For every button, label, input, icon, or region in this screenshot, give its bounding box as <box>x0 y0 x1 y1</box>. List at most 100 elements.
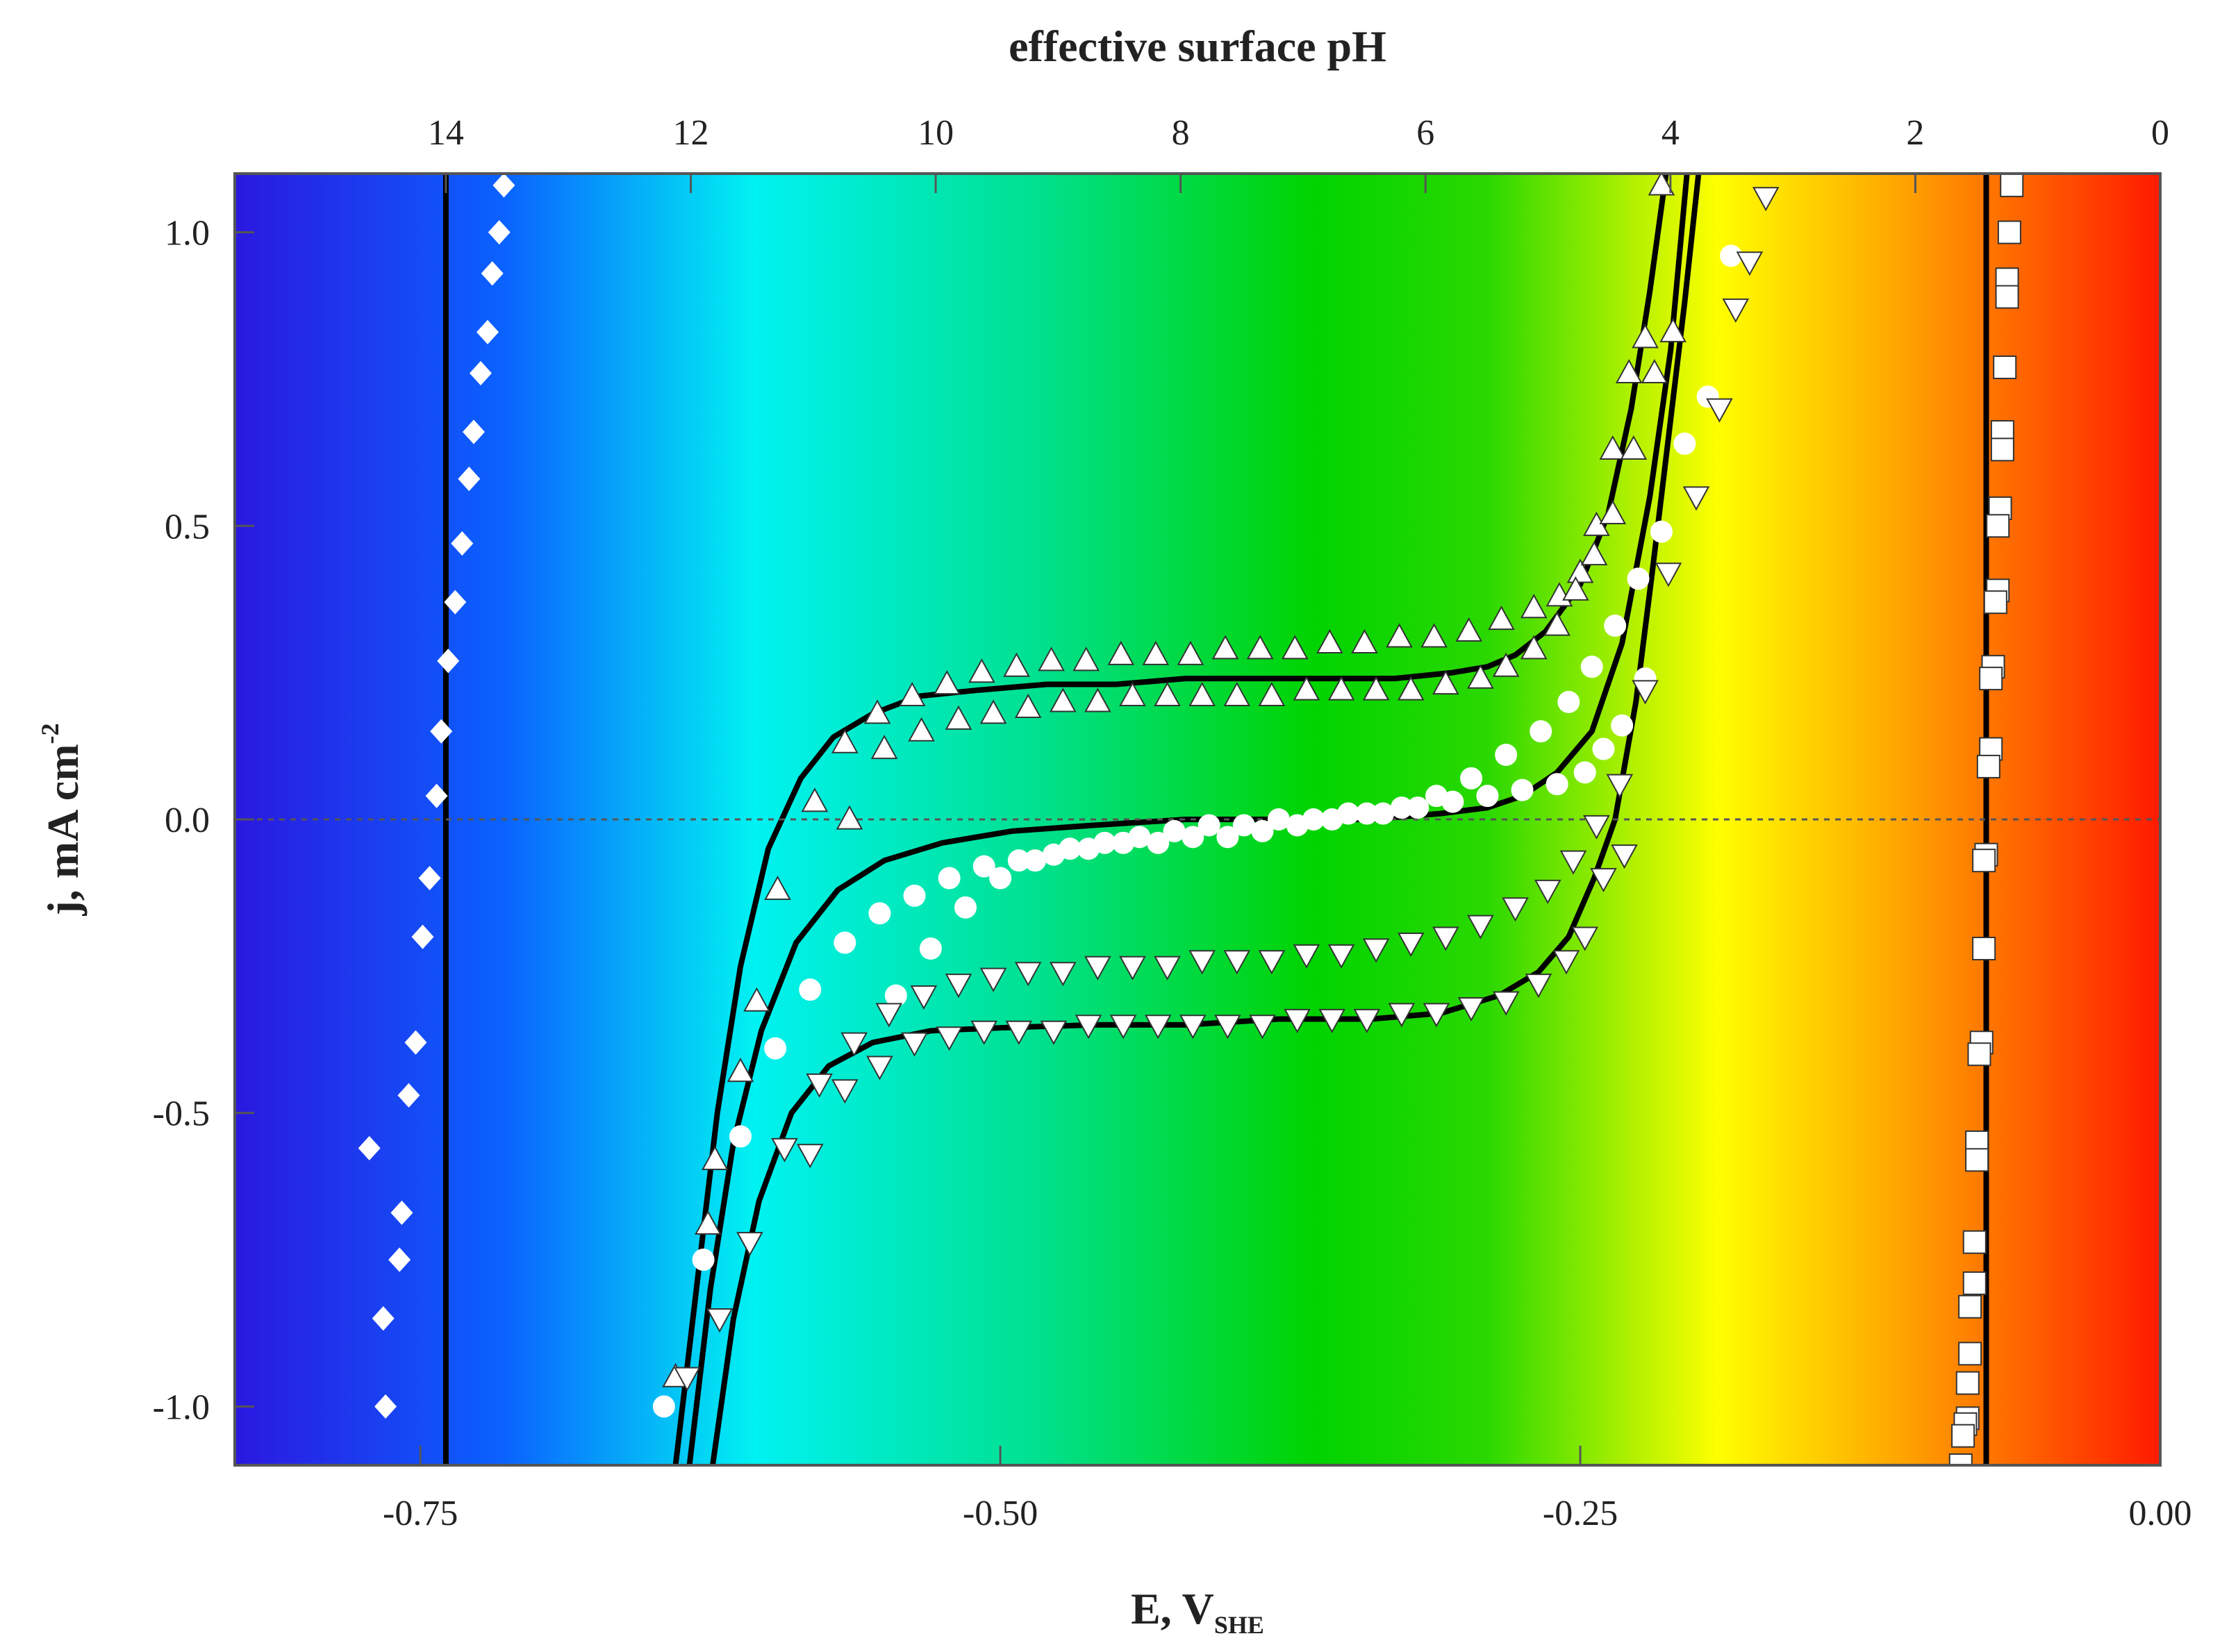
y-tick-label: -0.5 <box>153 1094 210 1134</box>
marker-square <box>1967 1042 1991 1067</box>
marker-circle <box>1611 714 1634 737</box>
marker-diamond <box>488 219 511 245</box>
marker-triangle-up <box>1281 635 1309 660</box>
marker-triangle-down <box>866 1056 893 1081</box>
marker-square <box>2000 174 2024 197</box>
marker-triangle-down <box>1492 991 1520 1016</box>
y-axis-title-main: j, mA cm <box>38 744 88 916</box>
y-tick-label: 0.5 <box>165 507 210 547</box>
marker-circle <box>729 1125 752 1148</box>
x-axis-title-subscript: SHE <box>1214 1611 1264 1639</box>
marker-triangle-up <box>1014 693 1042 718</box>
marker-triangle-up <box>934 670 961 695</box>
marker-circle <box>1007 849 1030 872</box>
marker-triangle-up <box>979 699 1007 724</box>
marker-triangle-down <box>1188 950 1216 975</box>
marker-triangle-up <box>1432 670 1459 695</box>
marker-square <box>1972 937 1996 960</box>
marker-diamond <box>418 865 441 891</box>
marker-square <box>1972 849 1996 873</box>
marker-triangle-up <box>1543 611 1570 636</box>
marker-triangle-up <box>1084 687 1111 712</box>
marker-triangle-down <box>1590 867 1617 893</box>
marker-triangle-up <box>1316 628 1343 653</box>
x-tick-label: -0.75 <box>383 1494 458 1533</box>
top-tick-label: 2 <box>1906 113 1924 153</box>
marker-square <box>1955 1371 1980 1395</box>
marker-circle <box>884 984 907 1007</box>
model-curve <box>672 174 1669 1465</box>
marker-triangle-down <box>1611 844 1638 869</box>
marker-circle <box>1545 773 1568 796</box>
marker-diamond <box>397 1083 420 1108</box>
marker-triangle-up <box>1620 435 1648 460</box>
top-tick-label: 6 <box>1416 113 1434 153</box>
marker-diamond <box>374 1394 397 1419</box>
top-tick-label: 4 <box>1661 113 1680 153</box>
marker-triangle-up <box>1455 617 1483 642</box>
marker-diamond <box>358 1135 381 1161</box>
marker-triangle-down <box>1109 1015 1137 1040</box>
marker-triangle-up <box>743 987 770 1012</box>
marker-diamond <box>388 1247 411 1272</box>
marker-triangle-up <box>1119 681 1146 707</box>
marker-diamond <box>462 419 485 444</box>
marker-circle <box>1673 432 1696 455</box>
marker-circle <box>1476 785 1499 808</box>
marker-triangle-up <box>1258 681 1286 707</box>
marker-circle <box>1604 615 1627 637</box>
marker-circle <box>1511 778 1534 801</box>
marker-circle <box>1650 520 1673 543</box>
marker-triangle-up <box>1520 635 1548 660</box>
marker-circle <box>938 867 961 890</box>
marker-triangle-up <box>1659 317 1686 342</box>
marker-circle <box>1182 826 1204 849</box>
top-tick-label: 10 <box>918 113 954 153</box>
marker-circle <box>1147 831 1170 854</box>
marker-triangle-down <box>1502 897 1529 922</box>
marker-square <box>1958 1294 1982 1319</box>
marker-triangle-up <box>1420 623 1448 648</box>
marker-diamond <box>372 1306 395 1331</box>
marker-circle <box>1337 802 1360 825</box>
marker-triangle-up <box>1362 676 1390 701</box>
marker-square <box>1990 437 2014 462</box>
marker-triangle-up <box>727 1058 754 1083</box>
marker-triangle-down <box>1388 1003 1416 1028</box>
marker-diamond <box>430 719 453 744</box>
marker-diamond <box>444 590 467 615</box>
data-markers <box>358 174 2024 1465</box>
marker-triangle-up <box>1327 676 1355 701</box>
marker-triangle-down <box>1154 956 1181 981</box>
marker-triangle-down <box>1397 932 1425 958</box>
marker-circle <box>1251 819 1274 842</box>
marker-triangle-up <box>1641 358 1668 384</box>
marker-triangle-down <box>1327 944 1355 969</box>
marker-triangle-up <box>836 805 863 830</box>
marker-triangle-up <box>1386 623 1413 648</box>
y-axis-ticks: 1.0 0.5 0.0 -0.5 -1.0 <box>153 214 254 1427</box>
model-curves <box>442 174 1989 1465</box>
marker-triangle-up <box>1492 652 1520 677</box>
marker-triangle-down <box>936 1026 963 1051</box>
marker-triangle-up <box>1223 681 1251 707</box>
marker-circle <box>1232 814 1255 837</box>
marker-square <box>1962 1230 1987 1254</box>
marker-circle <box>1460 767 1483 790</box>
marker-triangle-down <box>706 1308 733 1333</box>
marker-triangle-up <box>1488 606 1515 631</box>
marker-triangle-up <box>1188 681 1216 707</box>
marker-triangle-down <box>673 1367 701 1392</box>
x-axis-title-main: E, V <box>1131 1584 1214 1633</box>
marker-triangle-down <box>796 1144 824 1169</box>
marker-circle <box>868 902 891 925</box>
marker-diamond <box>390 1200 413 1226</box>
top-axis-title: effective surface pH <box>1009 22 1386 71</box>
marker-square <box>1951 1424 1975 1448</box>
marker-triangle-down <box>1423 1003 1450 1028</box>
marker-triangle-down <box>1318 1008 1345 1033</box>
marker-triangle-up <box>1351 628 1378 653</box>
marker-triangle-down <box>1005 1020 1033 1045</box>
marker-triangle-down <box>875 1003 903 1028</box>
